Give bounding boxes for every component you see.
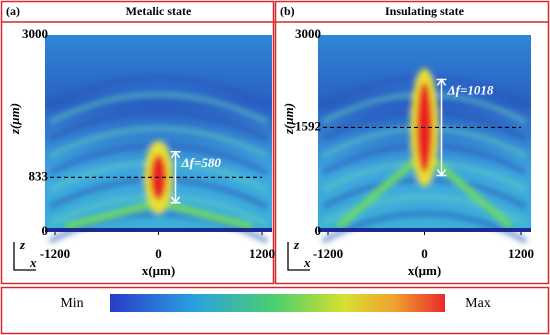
fringe — [48, 109, 269, 142]
x-axis-label: x(μm) — [408, 263, 441, 278]
fringe — [48, 126, 269, 159]
depth-arrow-heads — [170, 150, 181, 205]
axis-icon — [13, 242, 36, 271]
panel-label: (b) — [280, 4, 295, 18]
axis-icon-z: z — [19, 237, 26, 252]
y-tick-label: 0 — [315, 223, 322, 238]
colorbar-max: Max — [465, 296, 491, 311]
focal-depth-label: Δf=580 — [181, 155, 222, 170]
y-axis-label: z(μm) — [7, 103, 22, 135]
y-tick-label: 3000 — [22, 26, 48, 41]
depth-arrow-heads — [436, 78, 447, 177]
x-axis-label: x(μm) — [142, 263, 175, 278]
x-tick-label: -1200 — [313, 246, 343, 261]
colorbar-min: Min — [60, 296, 83, 311]
focal-depth-label: Δf=1018 — [447, 82, 494, 97]
fringe — [48, 75, 269, 108]
colorbar — [110, 294, 445, 312]
x-tick-label: 1200 — [508, 246, 534, 261]
panel-frame — [0, 0, 275, 285]
y-tick-label: 0 — [42, 223, 49, 238]
fringe — [48, 92, 269, 125]
field-features — [321, 68, 528, 244]
x-tick-label: 1200 — [249, 246, 275, 261]
panel-frame — [274, 0, 550, 285]
axis-icon-x: x — [29, 255, 37, 270]
base-line — [45, 228, 272, 232]
base-line — [318, 228, 531, 232]
x-tick-label: 0 — [155, 246, 162, 261]
y-tick-label: 3000 — [295, 26, 321, 41]
field-image — [318, 35, 531, 244]
axis-icon-z: z — [293, 237, 300, 252]
x-tick-label: 0 — [421, 246, 428, 261]
x-tick-label: -1200 — [40, 246, 70, 261]
fringe — [321, 194, 528, 227]
panel-title: Metalic state — [126, 4, 192, 18]
colorbar-frame — [0, 286, 550, 335]
field-image — [45, 35, 272, 244]
y-axis-label: z(μm) — [281, 103, 296, 135]
axis-icon — [287, 242, 310, 271]
panel-label: (a) — [6, 4, 20, 18]
y-tick-label: 1592 — [295, 118, 321, 133]
y-tick-label: 833 — [29, 168, 49, 183]
axis-icon-x: x — [303, 255, 311, 270]
panel-title: Insulating state — [385, 4, 465, 18]
